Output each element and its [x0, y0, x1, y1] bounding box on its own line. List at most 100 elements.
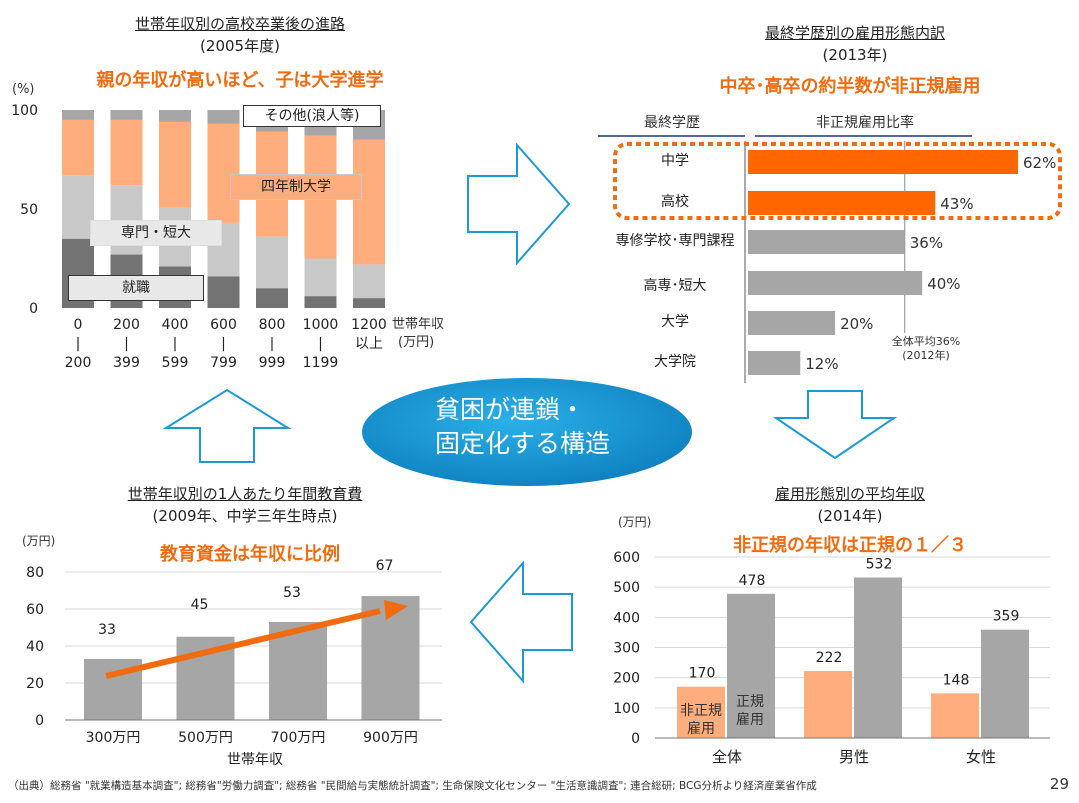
panel2-headline: 中卒･高卒の約半数が非正規雇用 [719, 76, 981, 97]
avg-label-1: 全体平均36% [892, 334, 960, 348]
panel1-x-unit: 世帯年収 [392, 317, 444, 332]
panel1-subtitle: (2005年度) [200, 37, 280, 55]
p4-ytick-5: 500 [613, 580, 640, 596]
p3-val-0: 33 [98, 622, 116, 638]
p2-cat-5: 大学院 [654, 354, 696, 370]
panel4-subtitle: (2014年) [817, 507, 883, 525]
p1-xtick-6-0: 1200 [351, 317, 387, 333]
p1-xtick-1-0: 200 [113, 317, 140, 333]
p1-xtick-2-1: | [173, 336, 178, 352]
panel3-y-unit: (万円) [22, 534, 55, 548]
panel3-subtitle: (2009年、中学三年生時点) [152, 507, 338, 525]
p4-cat-0: 全体 [712, 748, 742, 766]
p4-bar-1-2 [981, 629, 1029, 738]
label-other: その他(浪人等) [243, 105, 381, 127]
p1-seg-2-0 [62, 119, 94, 176]
p2-bar-4 [748, 311, 836, 335]
p4-cat-1: 男性 [839, 748, 869, 766]
center-ellipse: 貧困が連鎖・ 固定化する構造 [362, 378, 692, 486]
p1-xtick-2-2: 599 [162, 355, 189, 371]
panel2-chart: 最終学歴 非正規雇用比率 中学 62% 高校 43% 専修学校･専門課程 36% 高専･短大… [598, 114, 1062, 383]
p1-xtick-1-1: | [124, 336, 129, 352]
p4-val-0-2: 148 [943, 672, 970, 688]
p1-xtick-3-1: | [221, 336, 226, 352]
p2-bar-1 [748, 191, 936, 215]
panel1-x-unit-2: (万円) [398, 335, 434, 350]
panel3-chart: (万円) 0 20 40 60 80 33 300万円 45 500万円 53 700万円 67 900… [22, 534, 442, 768]
label-job: 就職 [68, 275, 204, 301]
trend-arrow-head [384, 600, 408, 620]
panel4-chart: (万円) 0 100 200 300 400 500 600 170 478 全体 222 532 男性… [613, 515, 1050, 766]
p1-seg-0-3 [207, 276, 240, 308]
panel1-chart: (%) 0 50 100 0 | 200 200 | 399 400 | 599 600 | 799 800… [11, 82, 444, 371]
p3-ytick-2: 40 [26, 639, 44, 655]
p1-seg-1-0 [62, 175, 94, 239]
avg-label-2: (2012年) [902, 348, 950, 362]
p3-val-1: 45 [191, 597, 209, 613]
label-nonreg-2: 雇用 [687, 720, 715, 737]
p4-cat-2: 女性 [966, 748, 996, 766]
p3-ytick-0: 0 [35, 713, 44, 729]
p4-bar-1-0 [727, 593, 775, 738]
panel3-title: 世帯年収別の1人あたり年間教育費 [127, 485, 363, 503]
p1-xtick-5-1: | [318, 336, 323, 352]
p1-seg-0-4 [256, 288, 288, 308]
center-line-1: 貧困が連鎖・ [435, 395, 585, 424]
panel4-y-unit: (万円) [618, 515, 651, 529]
p3-ytick-3: 60 [26, 602, 44, 618]
p3-cat-1: 500万円 [178, 730, 233, 746]
p1-xtick-0-1: | [76, 336, 81, 352]
p4-ytick-0: 0 [631, 731, 640, 747]
p1-ytick-0: 0 [29, 301, 38, 317]
p4-bar-1-1 [854, 577, 902, 738]
panel1-headline: 親の年収が高いほど、子は大学進学 [96, 70, 384, 91]
p4-bar-0-0 [677, 686, 725, 738]
p3-ytick-4: 80 [26, 565, 44, 581]
p1-seg-3-2 [159, 110, 191, 122]
p4-ytick-2: 200 [613, 671, 640, 687]
p1-ytick-1: 50 [20, 202, 38, 218]
p4-ytick-6: 600 [613, 550, 640, 566]
page-number: 29 [1049, 775, 1069, 793]
arrow-down-icon [772, 390, 898, 460]
p1-seg-2-2 [159, 121, 191, 208]
p1-seg-1-5 [304, 258, 337, 297]
p1-xtick-0-2: 200 [65, 355, 92, 371]
center-line-2: 固定化する構造 [435, 429, 610, 458]
p3-cat-0: 300万円 [86, 730, 141, 746]
p2-bar-0 [748, 150, 1018, 174]
arrow-up-icon [162, 388, 292, 463]
p1-xtick-1-2: 399 [113, 355, 140, 371]
panel4-title: 雇用形態別の平均年収 [774, 485, 925, 503]
label-nonreg-1: 非正規 [680, 703, 722, 719]
p3-val-2: 53 [283, 585, 301, 601]
p3-cat-2: 700万円 [271, 730, 326, 746]
p2-val-0: 62% [1023, 154, 1056, 172]
p4-ytick-1: 100 [613, 701, 640, 717]
p1-xtick-4-0: 800 [259, 317, 286, 333]
p2-val-4: 20% [840, 315, 873, 333]
panel3-x-title: 世帯年収 [227, 752, 283, 768]
p3-ytick-1: 20 [26, 676, 44, 692]
p2-bar-5 [748, 351, 801, 375]
footer-source: （出典）総務省 "就業構造基本調査"; 総務省"労働力調査"; 総務省 "民間給… [8, 780, 817, 792]
p4-val-0-1: 222 [816, 650, 843, 666]
p3-val-3: 67 [376, 558, 394, 574]
p1-seg-2-6 [353, 139, 385, 265]
label-reg-2: 雇用 [736, 711, 764, 728]
p1-xtick-0-0: 0 [74, 317, 83, 333]
p1-xtick-4-1: | [270, 336, 275, 352]
panel1-title: 世帯年収別の高校卒業後の進路 [134, 15, 345, 33]
p4-ytick-4: 400 [613, 610, 640, 626]
p4-val-1-0: 478 [739, 573, 766, 589]
p2-cat-4: 大学 [661, 314, 689, 330]
p1-seg-1-6 [353, 264, 385, 299]
p4-val-0-0: 170 [689, 666, 716, 682]
p2-val-1: 43% [940, 195, 973, 213]
p1-seg-0-6 [353, 298, 385, 308]
label-univ: 四年制大学 [230, 174, 362, 200]
panel2-title: 最終学歴別の雇用形態内訳 [764, 24, 945, 42]
p1-seg-2-1 [110, 119, 143, 186]
p2-cat-0: 中学 [661, 153, 689, 169]
p1-seg-0-5 [304, 296, 337, 308]
